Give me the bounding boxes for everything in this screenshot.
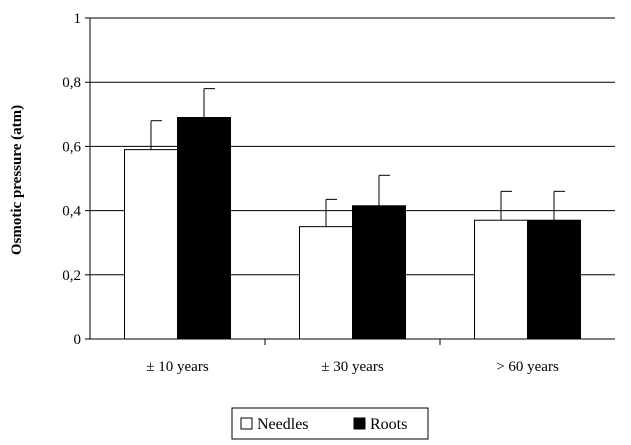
- bar-roots: [527, 219, 581, 340]
- bar-roots: [352, 205, 406, 340]
- bar-roots: [177, 117, 231, 340]
- bars: [124, 88, 581, 340]
- bar-needles: [124, 149, 178, 340]
- bar-needles: [299, 226, 353, 340]
- legend-box: [231, 407, 429, 440]
- y-tick-labels: 0 0,2 0,4 0,6 0,8 1: [62, 11, 81, 348]
- legend-swatch-roots: [353, 417, 366, 430]
- y-tick-label: 0,4: [62, 204, 81, 220]
- x-tick-labels: ± 10 years ± 30 years > 60 years: [146, 359, 559, 375]
- legend-label-needles: Needles: [257, 416, 309, 433]
- x-tick-label: ± 10 years: [146, 359, 209, 375]
- x-tick-label: ± 30 years: [321, 359, 384, 375]
- axes: [85, 17, 615, 345]
- y-tick-label: 0,6: [62, 139, 81, 155]
- y-tick-label: 0,8: [62, 75, 81, 91]
- y-tick-label: 0,2: [62, 268, 81, 284]
- x-tick-label: > 60 years: [496, 359, 559, 375]
- legend: Needles Roots: [231, 407, 429, 440]
- y-axis-label: Osmotic pressure (atm): [9, 105, 25, 255]
- legend-swatch-needles: [240, 417, 253, 430]
- y-tick-label: 0: [74, 332, 82, 348]
- y-tick-label: 1: [74, 11, 82, 27]
- bar-needles: [474, 219, 528, 340]
- legend-label-roots: Roots: [370, 416, 407, 433]
